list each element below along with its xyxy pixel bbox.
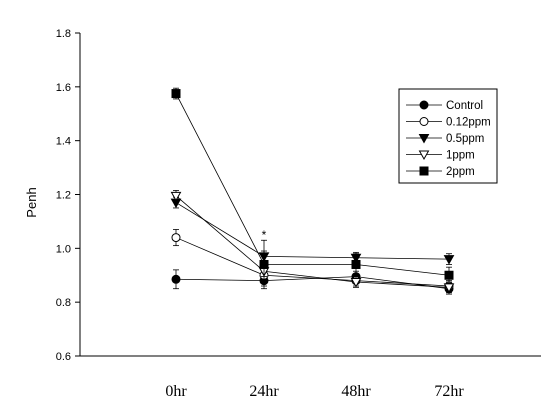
y-tick-label: 1.0 [56, 243, 71, 255]
legend-label: 2ppm [446, 166, 475, 178]
legend-marker [419, 100, 429, 110]
data-point [444, 270, 454, 280]
legend-entry: 1ppm [406, 150, 475, 162]
significance-marker: * [262, 228, 267, 242]
series-4 [171, 87, 454, 290]
legend: Control 0.12ppm 0.5ppm 1ppm 2ppm [398, 88, 498, 184]
series-line [175, 276, 450, 290]
series-1 [171, 229, 454, 292]
chart-series [170, 87, 455, 295]
legend-entry: 2ppm [406, 166, 475, 178]
legend-marker [419, 166, 429, 176]
legend-marker [418, 150, 430, 161]
legend-entry: 0.12ppm [406, 117, 491, 129]
series-0 [171, 269, 454, 295]
y-tick-label: 1.8 [56, 28, 71, 40]
legend-marker [418, 134, 430, 144]
chart-annotations: * [262, 228, 267, 242]
data-point [171, 89, 181, 99]
series-line [175, 93, 450, 276]
x-tick-label: 72hr [434, 383, 464, 400]
legend-label: 0.12ppm [446, 117, 491, 129]
data-point [443, 255, 455, 265]
data-point [170, 191, 182, 202]
x-tick-label: 24hr [249, 383, 279, 400]
legend-entry: 0.5ppm [406, 133, 484, 145]
chart-axes [79, 33, 541, 357]
data-point [350, 277, 362, 288]
series-2 [170, 196, 455, 265]
legend-entry: Control [406, 100, 483, 112]
legend-label: Control [446, 100, 483, 112]
legend-marker [419, 117, 429, 126]
data-point [259, 259, 269, 269]
x-tick-label: 48hr [341, 383, 371, 400]
legend-label: 0.5ppm [446, 133, 484, 145]
y-tick-label: 1.6 [56, 82, 71, 94]
y-axis-title: Penh [24, 187, 39, 217]
x-tick-label: 0hr [165, 383, 187, 400]
data-point [443, 283, 455, 293]
legend-label: 1ppm [446, 150, 475, 162]
series-line [175, 202, 450, 260]
series-line [175, 195, 450, 288]
y-tick-label: 0.8 [56, 297, 71, 309]
data-point [171, 274, 181, 284]
y-tick-label: 0.6 [56, 351, 71, 363]
series-3 [170, 190, 455, 294]
x-axis-ticks: 0hr 24hr 48hr 72hr [165, 383, 464, 400]
series-line [175, 237, 450, 287]
y-tick-label: 1.2 [56, 190, 71, 202]
data-point [171, 233, 181, 243]
y-axis-ticks: 0.6 0.8 1.0 1.2 1.4 1.6 1.8 [56, 28, 80, 363]
data-point [351, 259, 361, 269]
y-tick-label: 1.4 [56, 136, 71, 148]
